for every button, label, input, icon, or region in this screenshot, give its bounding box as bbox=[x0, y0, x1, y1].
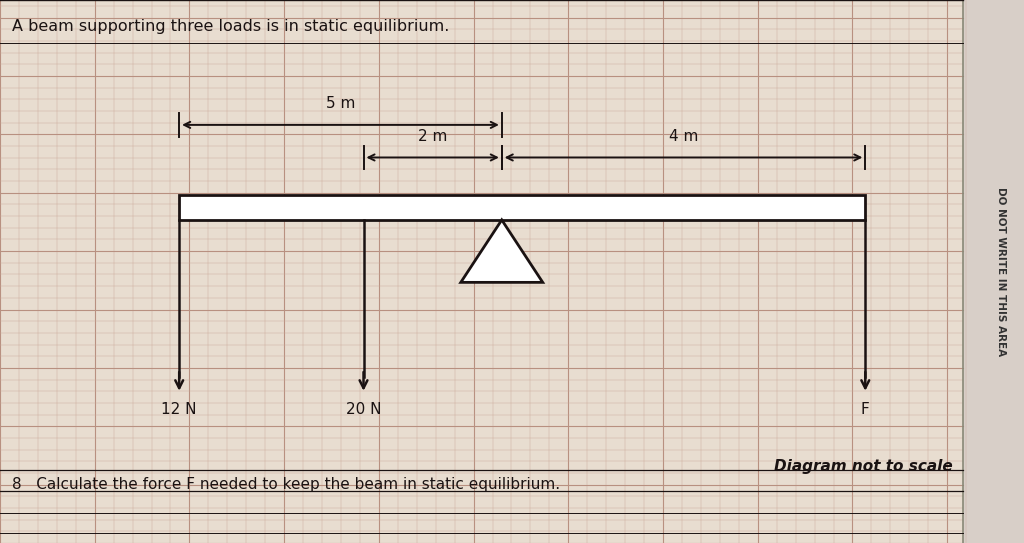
Text: DO NOT WRITE IN THIS AREA: DO NOT WRITE IN THIS AREA bbox=[996, 187, 1007, 356]
Text: A beam supporting three loads is in static equilibrium.: A beam supporting three loads is in stat… bbox=[12, 19, 450, 34]
Polygon shape bbox=[461, 220, 543, 282]
Text: 8   Calculate the force F needed to keep the beam in static equilibrium.: 8 Calculate the force F needed to keep t… bbox=[12, 477, 560, 492]
Text: F: F bbox=[861, 402, 869, 417]
Text: 5 m: 5 m bbox=[326, 96, 355, 111]
Text: 4 m: 4 m bbox=[669, 129, 698, 144]
Bar bbox=[179, 195, 865, 220]
Bar bbox=[963, 0, 1024, 543]
Text: 20 N: 20 N bbox=[346, 402, 381, 417]
Text: Diagram not to scale: Diagram not to scale bbox=[773, 459, 952, 474]
Text: 2 m: 2 m bbox=[418, 129, 447, 144]
Text: 12 N: 12 N bbox=[162, 402, 197, 417]
